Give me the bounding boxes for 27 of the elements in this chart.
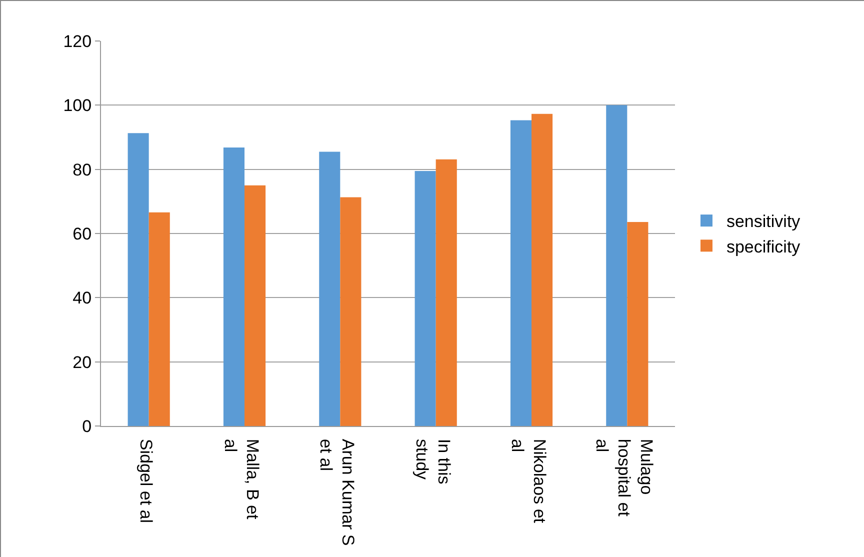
bar <box>340 197 362 426</box>
x-tick-label: Nikolaos et al <box>508 438 550 524</box>
y-tick-label: 0 <box>82 416 92 436</box>
bar <box>223 148 244 426</box>
bar <box>627 222 648 426</box>
legend-label: sensitivity <box>726 212 801 232</box>
bar <box>414 170 436 426</box>
x-tick-label: Arun Kumar S et al <box>316 438 358 546</box>
bar <box>128 133 149 426</box>
y-tick-label: 80 <box>72 160 92 180</box>
x-tick-label: In this study <box>412 438 454 484</box>
x-tick-label: Mulago hospital et al <box>592 438 656 517</box>
bar <box>510 120 532 426</box>
bar <box>532 114 553 426</box>
y-tick-label: 120 <box>63 32 92 51</box>
y-tick-label: 60 <box>72 224 92 244</box>
y-tick-label: 40 <box>72 288 92 308</box>
bar <box>319 152 340 426</box>
y-tick-label: 20 <box>72 352 92 372</box>
bar <box>606 105 628 426</box>
legend-label: specificity <box>726 237 801 256</box>
y-tick-label: 100 <box>63 96 92 116</box>
bar <box>148 212 170 426</box>
bar <box>436 159 457 426</box>
bar <box>244 185 266 426</box>
x-tick-label: Malla, B et al <box>220 438 262 520</box>
x-tick-label: Sidgel et al <box>136 438 156 524</box>
